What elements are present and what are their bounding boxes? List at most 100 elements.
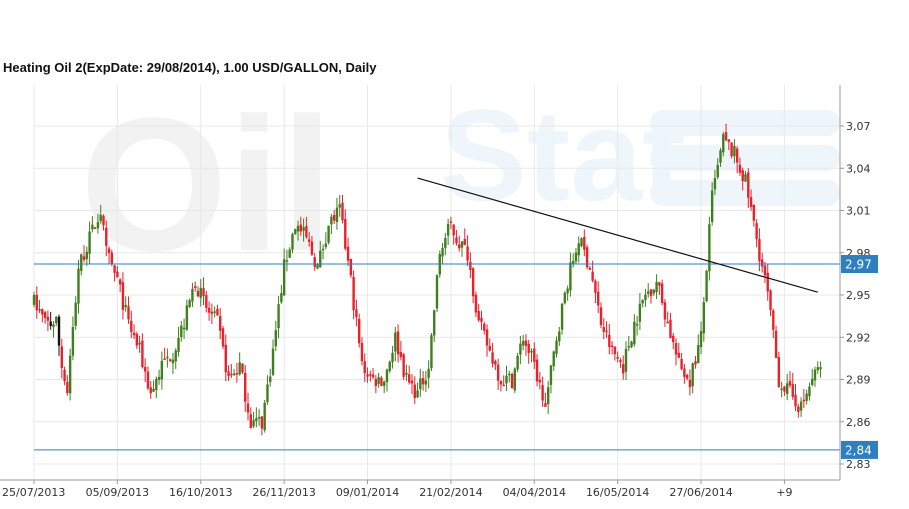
candle-body (496, 364, 500, 381)
candle-body (182, 327, 186, 330)
candle (285, 249, 289, 272)
candle-body (713, 178, 717, 190)
candle (785, 373, 789, 401)
candle (688, 369, 692, 396)
candle (622, 355, 625, 380)
candle (435, 274, 439, 313)
candle-body (388, 361, 391, 371)
candle (794, 383, 797, 412)
candle (224, 334, 227, 382)
watermark-bar (650, 110, 840, 136)
candle (266, 375, 269, 405)
candle-body (177, 337, 180, 352)
candle (288, 247, 291, 259)
candle-body (705, 270, 708, 302)
candle (774, 325, 778, 359)
candle (533, 342, 536, 370)
candle (752, 204, 756, 227)
candle-body (294, 229, 297, 235)
candle-body (747, 172, 750, 198)
x-tick-label: 05/09/2013 (86, 486, 149, 499)
candle-body (788, 380, 792, 386)
candle (683, 363, 686, 384)
candle (335, 197, 339, 230)
candle-body (610, 345, 614, 348)
candle-body (513, 368, 517, 391)
candle-body (338, 204, 341, 208)
candle-body (271, 348, 275, 375)
candle-body (85, 251, 89, 260)
candle (666, 311, 669, 324)
candle-body (566, 288, 569, 294)
candle-body (382, 381, 386, 386)
candle-body (519, 343, 522, 355)
candle-body (699, 331, 703, 348)
candle-body (738, 164, 742, 173)
candle (341, 195, 344, 224)
x-tick-label: 16/10/2013 (169, 486, 232, 499)
candle-body (399, 352, 403, 358)
candle (394, 326, 397, 362)
level-badge-label: 2,97 (845, 258, 872, 272)
x-tick-label: 09/01/2014 (336, 486, 399, 499)
candle-body (744, 174, 747, 182)
candle-body (49, 321, 52, 326)
candle (221, 325, 225, 350)
candle-body (349, 258, 353, 276)
candle-body (282, 259, 286, 296)
candle (35, 286, 38, 319)
candle (716, 158, 719, 180)
axes (0, 85, 841, 481)
candle-body (335, 207, 339, 223)
candle-body (469, 261, 472, 270)
candle-body (769, 290, 772, 310)
candle (102, 214, 105, 231)
candle-body (491, 352, 494, 364)
candle-body (396, 331, 400, 355)
candle-body (660, 283, 664, 304)
candle-body (102, 215, 105, 225)
candle-body (246, 403, 250, 413)
candle-body (697, 345, 700, 364)
candle-body (560, 303, 564, 330)
candle (249, 407, 252, 429)
level-badge-box (841, 440, 878, 459)
y-tick-label: 2,92 (846, 331, 871, 344)
candle-body (460, 241, 464, 248)
candle-body (55, 316, 58, 324)
candle (694, 356, 697, 369)
candle (152, 380, 155, 393)
candle (205, 291, 208, 313)
candle (610, 341, 614, 355)
candle (113, 264, 116, 282)
candle (583, 229, 586, 257)
candle (388, 360, 391, 374)
candle-body (352, 277, 355, 311)
candle-body (366, 374, 369, 377)
candle (130, 310, 133, 339)
candle-body (758, 239, 761, 261)
candle-body (310, 241, 314, 255)
candle (135, 331, 139, 350)
candle-body (733, 145, 736, 157)
candle (107, 246, 111, 264)
candle (469, 252, 472, 278)
candle-body (702, 302, 706, 334)
candle-body (691, 363, 694, 387)
candle-body (772, 310, 775, 330)
candle (477, 303, 480, 322)
candle-body (207, 307, 211, 313)
candle (66, 375, 69, 396)
candle (674, 338, 678, 366)
candle-body (244, 372, 247, 402)
candle (485, 324, 489, 357)
candle (330, 213, 333, 235)
candle-body (321, 248, 325, 251)
candle (302, 218, 305, 242)
candle-body (166, 356, 169, 359)
candle (416, 382, 419, 398)
candle-body (188, 300, 191, 308)
candle-body (797, 406, 800, 412)
candle-body (146, 371, 150, 389)
candle-body (452, 224, 455, 236)
